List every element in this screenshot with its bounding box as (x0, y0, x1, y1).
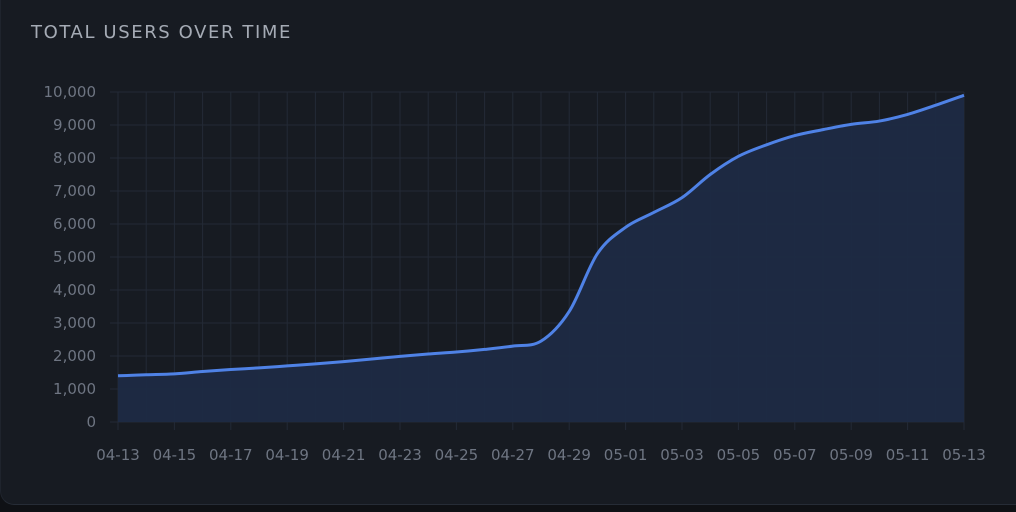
data-point (708, 173, 712, 177)
y-tick-label: 6,000 (53, 215, 96, 233)
data-point (849, 122, 853, 126)
x-tick-label: 05-05 (717, 446, 761, 464)
chart-title: TOTAL USERS OVER TIME (31, 22, 293, 43)
x-tick-label: 04-15 (153, 446, 197, 464)
x-tick-label: 04-29 (547, 446, 591, 464)
data-point (144, 373, 148, 377)
data-point (398, 354, 402, 358)
data-point (680, 196, 684, 200)
y-tick-label: 8,000 (53, 149, 96, 167)
data-point (539, 339, 543, 343)
y-tick-label: 10,000 (44, 83, 97, 101)
data-point (793, 134, 797, 138)
data-point (906, 112, 910, 116)
x-axis: 04-13 04-15 04-17 04-19 04-21 04-23 04-25 04-27… (96, 422, 986, 464)
data-point (370, 357, 374, 361)
x-tick-label: 04-21 (322, 446, 366, 464)
data-point (201, 370, 205, 374)
x-tick-label: 04-23 (378, 446, 422, 464)
data-point (342, 360, 346, 364)
data-point (624, 225, 628, 229)
data-point (285, 364, 289, 368)
x-tick-label: 05-07 (773, 446, 817, 464)
data-point (116, 374, 120, 378)
x-tick-label: 05-01 (604, 446, 648, 464)
data-point (229, 368, 233, 372)
data-point (736, 154, 740, 158)
data-point (595, 252, 599, 256)
data-point (567, 309, 571, 313)
data-point (257, 366, 261, 370)
x-tick-label: 05-09 (829, 446, 873, 464)
y-tick-label: 9,000 (53, 116, 96, 134)
y-tick-label: 2,000 (53, 347, 96, 365)
x-tick-label: 04-13 (96, 446, 140, 464)
y-tick-label: 1,000 (53, 380, 96, 398)
data-point (172, 372, 176, 376)
x-tick-label: 05-03 (660, 446, 704, 464)
series-line (117, 93, 965, 378)
data-point (483, 347, 487, 351)
x-tick-label: 05-13 (942, 446, 986, 464)
x-tick-label: 04-17 (209, 446, 253, 464)
y-tick-label: 7,000 (53, 182, 96, 200)
data-point (511, 344, 515, 348)
data-point (765, 143, 769, 147)
data-point (426, 352, 430, 356)
y-tick-label: 4,000 (53, 281, 96, 299)
x-tick-label: 05-11 (886, 446, 930, 464)
y-tick-label: 5,000 (53, 248, 96, 266)
data-point (454, 350, 458, 354)
data-point (877, 119, 881, 123)
y-axis: 0 1,000 2,000 3,000 4,000 5,000 6,000 7,000 8,00… (44, 83, 118, 431)
series-area (118, 95, 964, 423)
data-point (962, 93, 966, 97)
y-tick-label: 3,000 (53, 314, 96, 332)
y-tick-label: 0 (86, 413, 96, 431)
x-tick-label: 04-19 (265, 446, 309, 464)
data-point (313, 362, 317, 366)
data-point (652, 210, 656, 214)
data-point (934, 103, 938, 107)
x-tick-label: 04-27 (491, 446, 535, 464)
x-tick-label: 04-25 (435, 446, 479, 464)
data-point (821, 128, 825, 132)
